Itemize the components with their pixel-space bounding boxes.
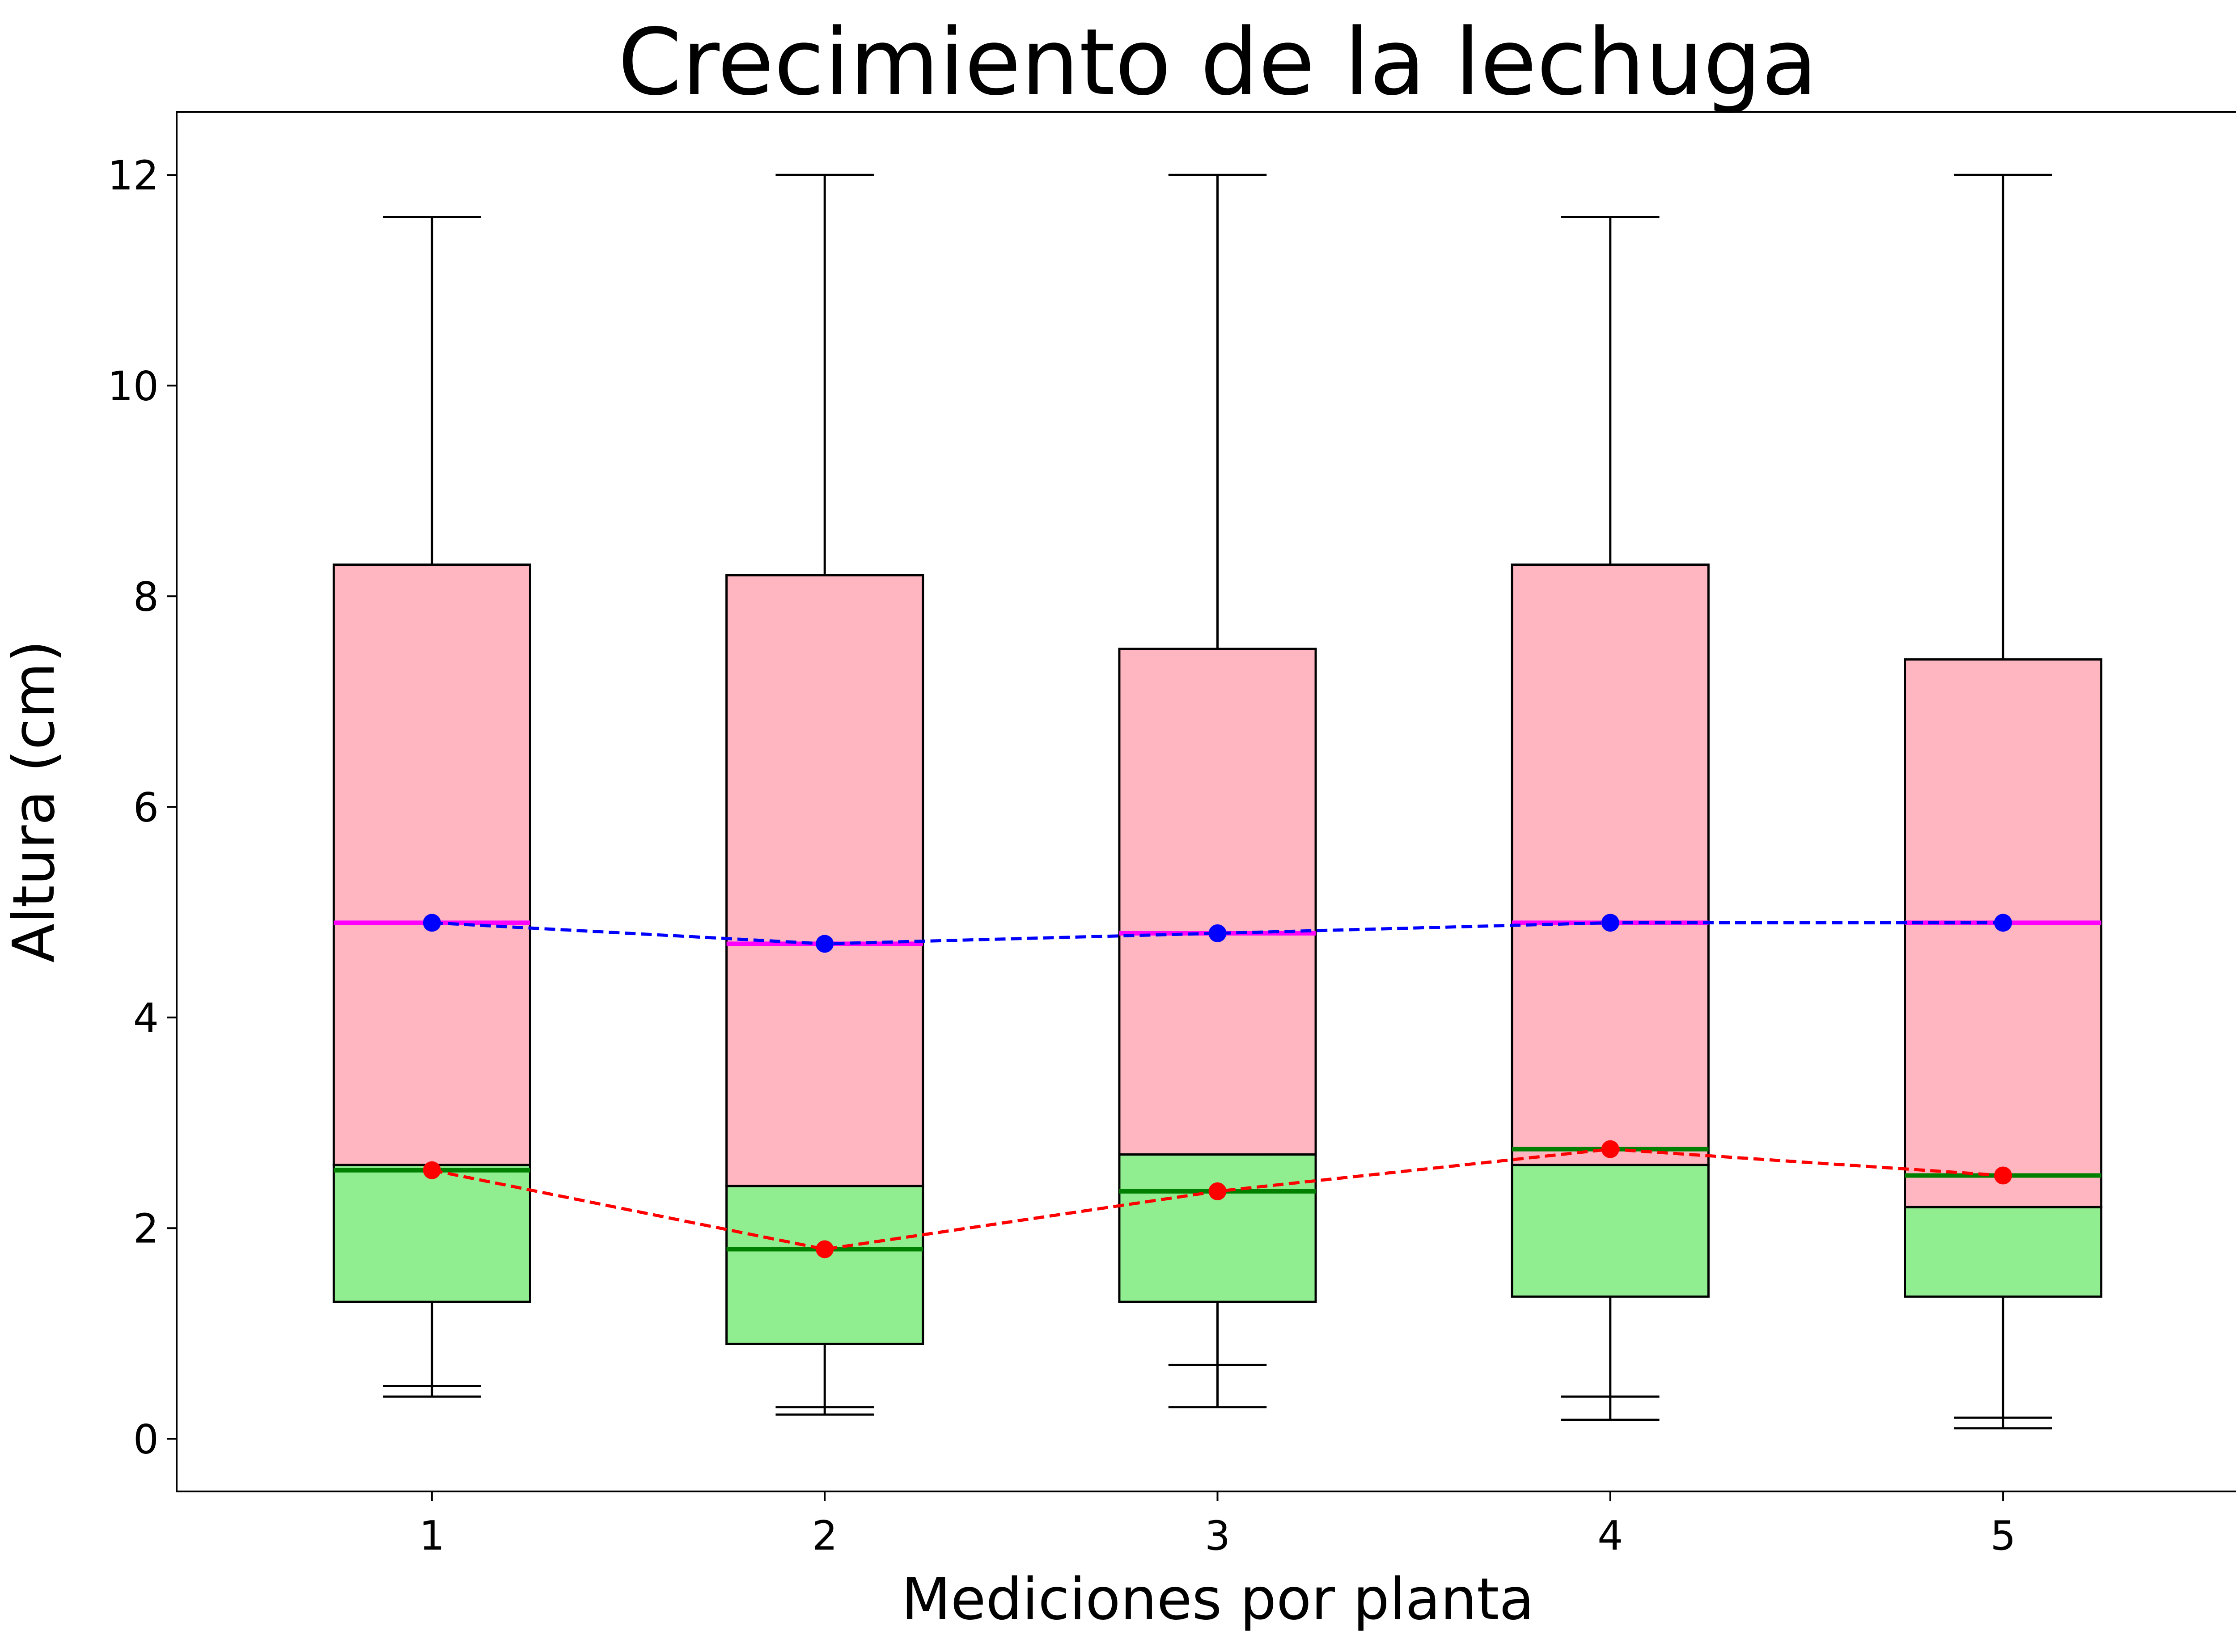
mean-series-1 (423, 1140, 2012, 1258)
y-tick-label-0: 0 (133, 1416, 159, 1463)
box-series-1 (332, 1153, 2103, 1430)
y-tick-label-4: 4 (133, 995, 159, 1042)
box-3 (1118, 1153, 1317, 1303)
y-tick-label-12: 12 (107, 152, 159, 199)
x-tick-label-2: 2 (812, 1512, 838, 1559)
y-axis-label: Altura (cm) (1, 640, 68, 962)
box-4 (1511, 563, 1710, 1166)
y-tick-label-6: 6 (133, 784, 159, 831)
box-1 (332, 1164, 531, 1303)
mean-point-2 (816, 1240, 834, 1258)
chart-title: Crecimiento de la lechuga (618, 9, 1818, 116)
mean-point-1 (423, 1161, 441, 1179)
mean-point-5 (1994, 1166, 2012, 1185)
mean-point-5 (1994, 914, 2012, 932)
box-series-2 (332, 174, 2103, 1208)
y-tick-label-8: 8 (133, 573, 159, 620)
box-2 (725, 574, 924, 1187)
mean-point-3 (1208, 924, 1227, 942)
mean-point-2 (816, 935, 834, 953)
y-tick-label-2: 2 (133, 1205, 159, 1252)
mean-point-1 (423, 914, 441, 932)
box-1 (332, 563, 531, 1166)
mean-point-4 (1601, 914, 1619, 932)
x-tick-label-3: 3 (1205, 1512, 1230, 1559)
box-5 (1904, 1206, 2103, 1298)
box-2 (725, 1185, 924, 1345)
mean-trend-line (432, 921, 2003, 945)
mean-point-3 (1208, 1182, 1227, 1200)
box-4 (1511, 1164, 1710, 1298)
y-tick-label-10: 10 (107, 363, 159, 410)
x-axis-label: Mediciones por planta (901, 1566, 1534, 1633)
plot-area (332, 174, 2103, 1430)
mean-series-2 (423, 914, 2012, 953)
x-axis: 1 2 3 4 5 (419, 1491, 2016, 1559)
y-axis: 0 2 4 6 8 10 12 (107, 152, 177, 1463)
box-5 (1904, 658, 2103, 1208)
x-tick-label-5: 5 (1990, 1512, 2016, 1559)
x-tick-label-1: 1 (419, 1512, 445, 1559)
x-tick-label-4: 4 (1597, 1512, 1623, 1559)
mean-point-4 (1601, 1140, 1619, 1158)
box-3 (1118, 648, 1317, 1156)
